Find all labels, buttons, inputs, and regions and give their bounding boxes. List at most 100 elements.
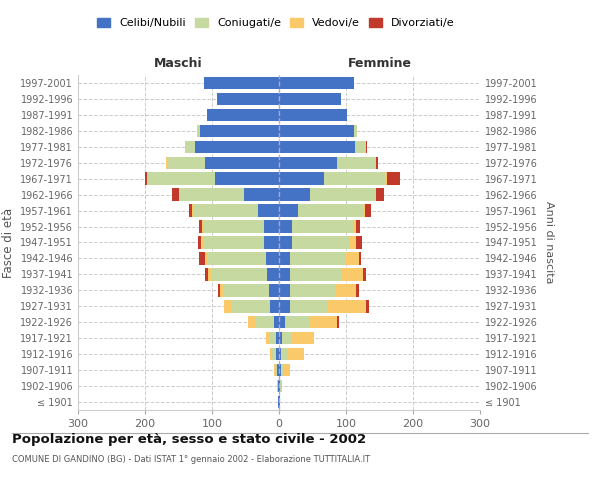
Bar	[220, 284, 279, 296]
Bar	[278, 396, 279, 408]
Bar	[199, 220, 279, 233]
Bar	[279, 268, 366, 280]
Bar	[145, 172, 279, 185]
Bar	[279, 364, 290, 376]
Bar	[279, 188, 376, 201]
Bar	[279, 252, 361, 264]
Bar	[279, 92, 341, 105]
Bar	[279, 252, 359, 264]
Bar	[266, 252, 279, 264]
Bar	[217, 92, 279, 105]
Bar	[199, 252, 279, 264]
Bar	[279, 92, 341, 105]
Bar	[269, 300, 279, 312]
Bar	[200, 124, 279, 137]
Bar	[185, 140, 279, 153]
Bar	[279, 204, 371, 217]
Bar	[279, 172, 386, 185]
Bar	[257, 204, 279, 217]
Bar	[204, 77, 279, 89]
Bar	[279, 348, 281, 360]
Bar	[185, 140, 279, 153]
Bar	[274, 364, 279, 376]
Bar	[279, 220, 292, 233]
Bar	[166, 156, 279, 169]
Bar	[279, 140, 355, 153]
Bar	[279, 77, 354, 89]
Bar	[267, 268, 279, 280]
Bar	[279, 77, 354, 89]
Bar	[224, 300, 279, 312]
Bar	[279, 236, 362, 248]
Bar	[217, 92, 279, 105]
Bar	[167, 156, 279, 169]
Bar	[279, 364, 290, 376]
Bar	[266, 332, 279, 344]
Bar	[279, 108, 347, 121]
Bar	[279, 77, 354, 89]
Bar	[279, 332, 314, 344]
Bar	[279, 156, 378, 169]
Bar	[198, 236, 279, 248]
Bar	[279, 188, 310, 201]
Bar	[195, 140, 279, 153]
Bar	[206, 252, 279, 264]
Bar	[279, 284, 359, 296]
Bar	[206, 108, 279, 121]
Bar	[204, 77, 279, 89]
Bar	[270, 348, 279, 360]
Bar	[197, 124, 279, 137]
Bar	[279, 124, 358, 137]
Bar	[279, 380, 281, 392]
Bar	[279, 380, 281, 392]
Bar	[179, 188, 279, 201]
Bar	[266, 332, 279, 344]
Bar	[279, 204, 365, 217]
Bar	[279, 332, 281, 344]
Bar	[279, 172, 400, 185]
Bar	[279, 332, 314, 344]
Bar	[279, 300, 290, 312]
Bar	[203, 236, 279, 248]
Bar	[275, 332, 279, 344]
Bar	[264, 220, 279, 233]
Bar	[166, 156, 279, 169]
Bar	[211, 268, 279, 280]
Bar	[147, 172, 279, 185]
Bar	[279, 316, 338, 328]
Bar	[279, 236, 292, 248]
Bar	[279, 124, 358, 137]
Bar	[264, 236, 279, 248]
Bar	[223, 284, 279, 296]
Bar	[279, 124, 354, 137]
Bar	[279, 252, 290, 264]
Text: Maschi: Maschi	[154, 57, 203, 70]
Bar	[279, 396, 280, 408]
Text: Popolazione per età, sesso e stato civile - 2002: Popolazione per età, sesso e stato civil…	[12, 432, 366, 446]
Bar	[279, 92, 341, 105]
Bar	[279, 108, 347, 121]
Bar	[188, 204, 279, 217]
Bar	[278, 396, 279, 408]
Bar	[192, 204, 279, 217]
Bar	[279, 300, 366, 312]
Bar	[197, 124, 279, 137]
Bar	[279, 348, 287, 360]
Bar	[279, 268, 290, 280]
Bar	[203, 220, 279, 233]
Bar	[147, 172, 279, 185]
Bar	[279, 108, 347, 121]
Bar	[277, 380, 279, 392]
Bar	[205, 252, 279, 264]
Bar	[274, 316, 279, 328]
Bar	[279, 124, 358, 137]
Bar	[279, 396, 280, 408]
Bar	[244, 188, 279, 201]
Bar	[231, 300, 279, 312]
Bar	[205, 268, 279, 280]
Bar	[217, 92, 279, 105]
Bar	[172, 188, 279, 201]
Bar	[277, 380, 279, 392]
Y-axis label: Fasce di età: Fasce di età	[2, 208, 15, 278]
Bar	[279, 140, 365, 153]
